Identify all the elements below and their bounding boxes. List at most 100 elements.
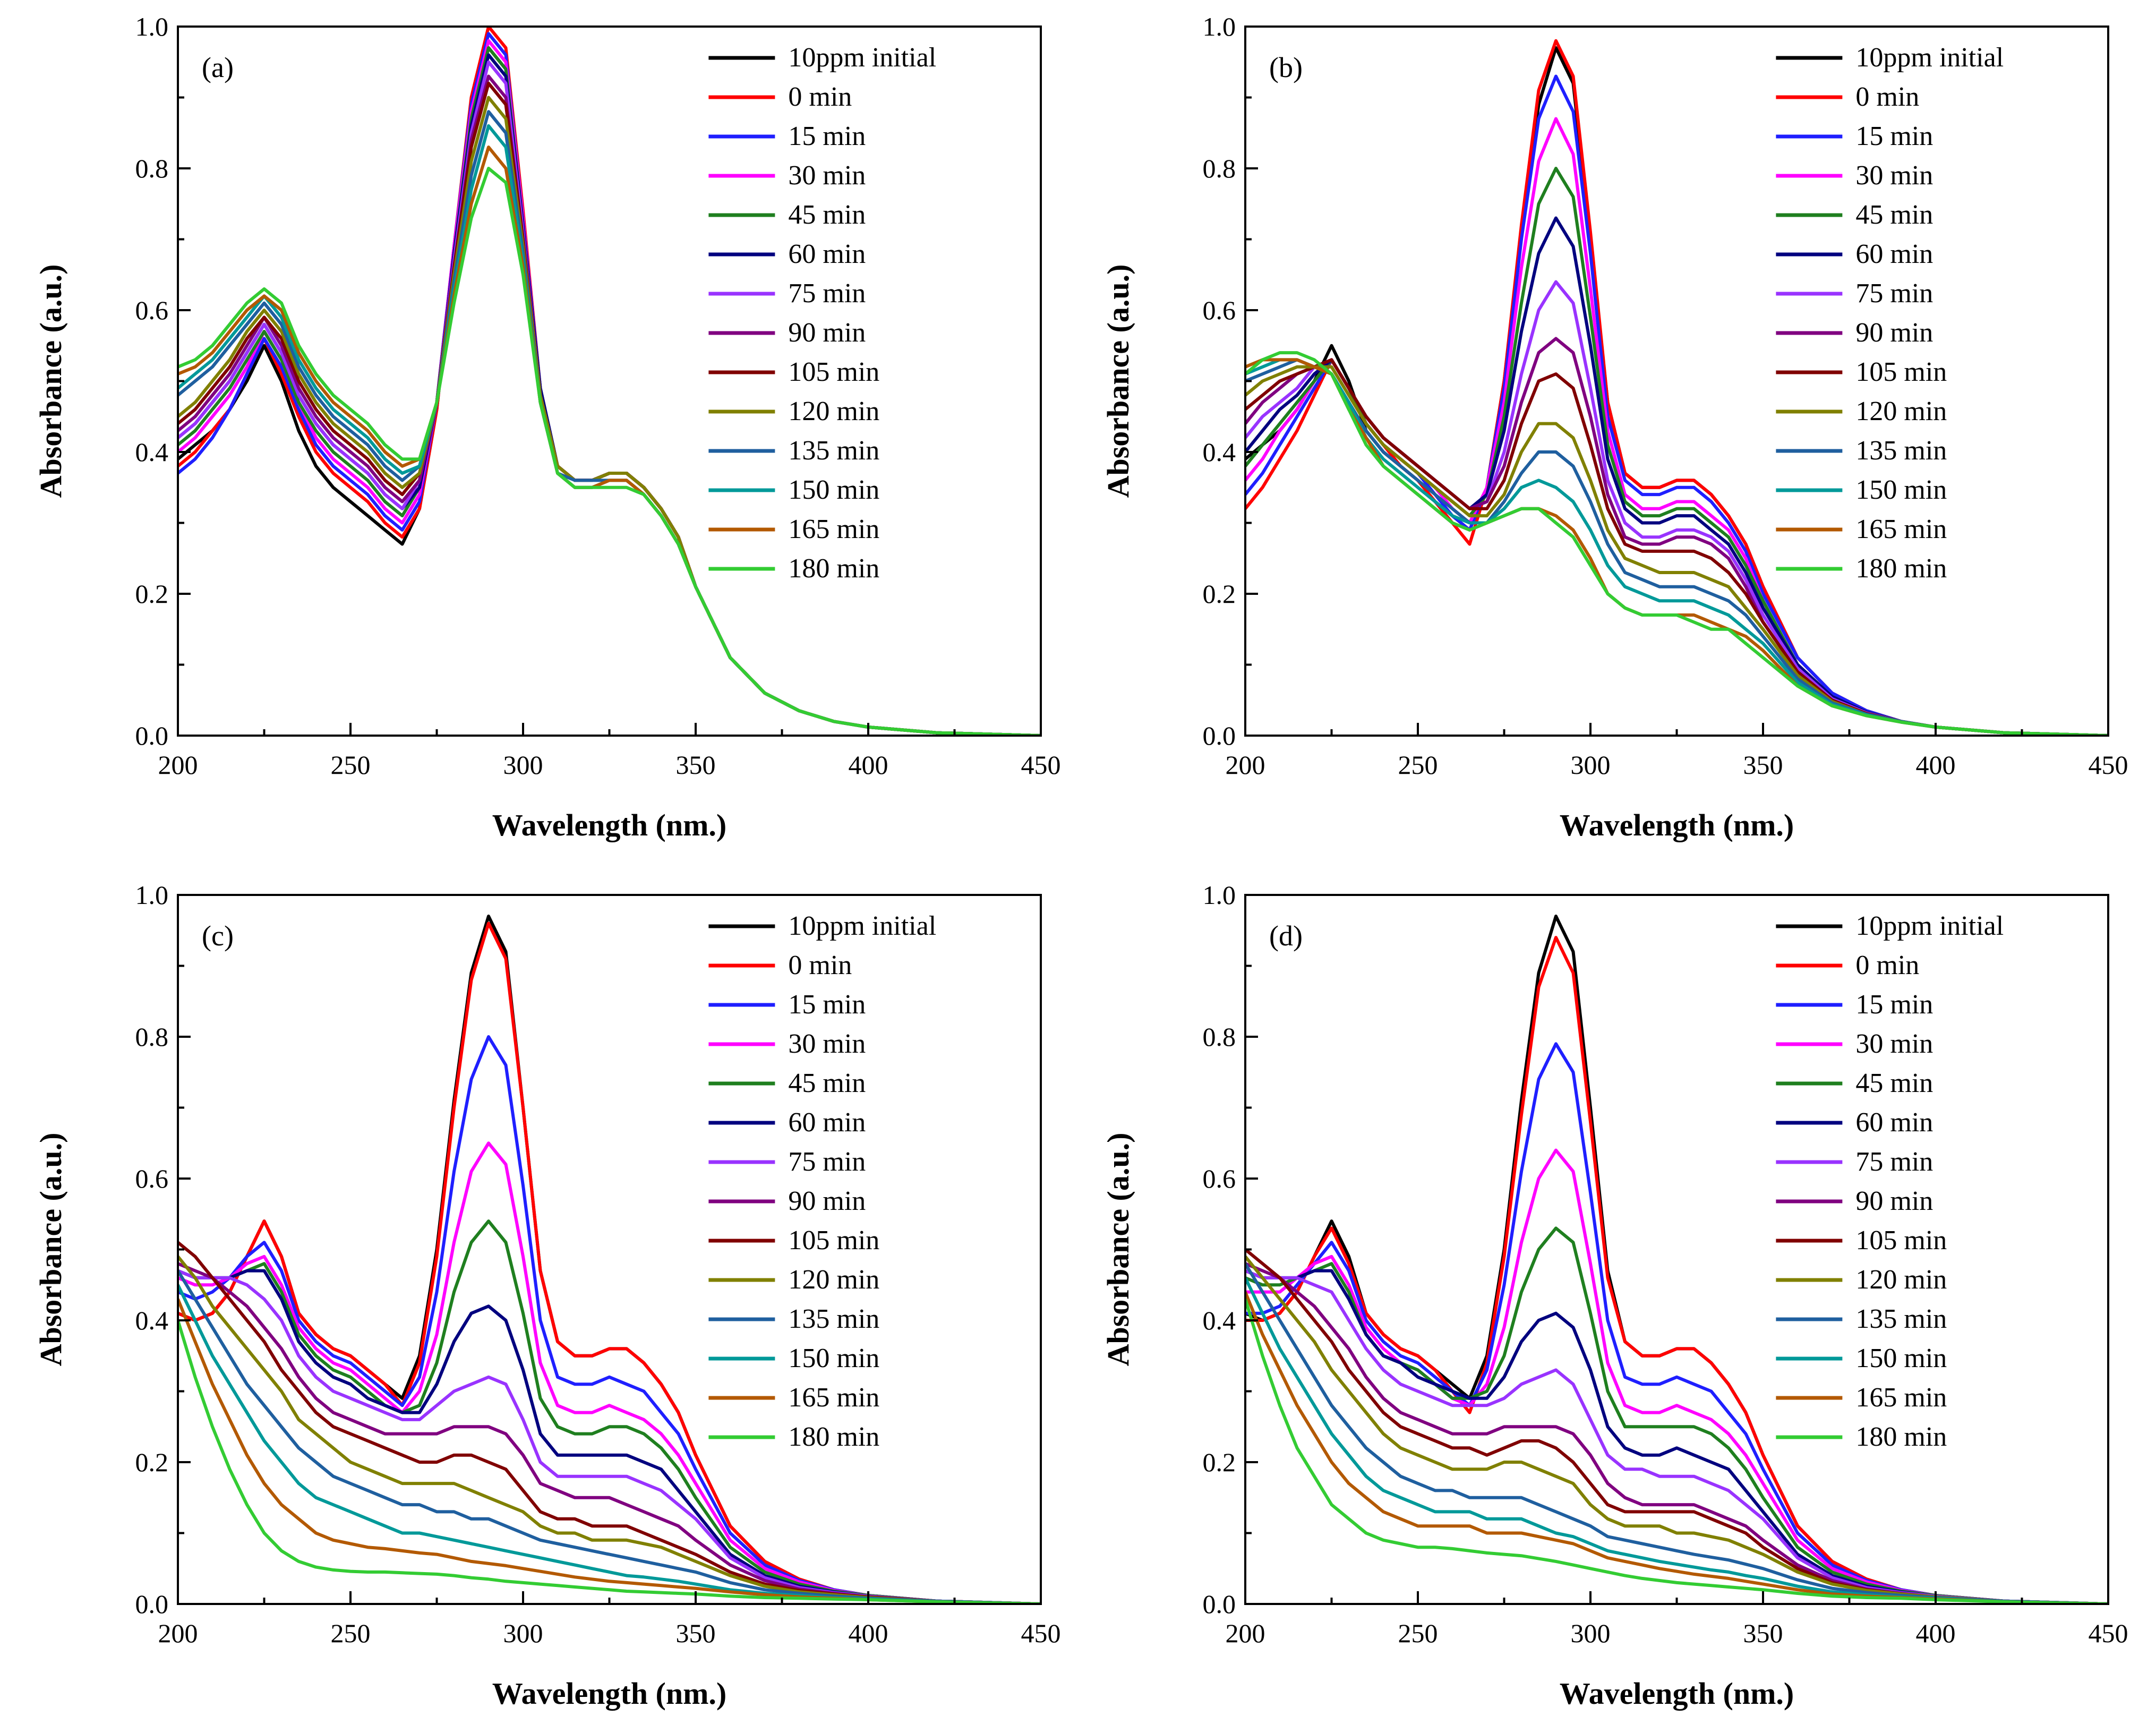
x-tick-label: 450 [1021,1618,1061,1648]
x-axis-title: Wavelength (nm.) [492,1676,726,1711]
series-line-7 [178,60,1041,736]
y-tick-label: 0.2 [135,579,169,609]
legend-label-5: 45 min [788,200,866,230]
y-axis-title: Absorbance (a.u.) [1101,1133,1135,1367]
legend-label-5: 45 min [1855,200,1933,230]
legend: 10ppm initial 0 min 15 min 30 min 45 min 60 m… [1776,911,2004,1452]
x-tick-label: 300 [1571,750,1611,780]
panel-label: (c) [202,920,234,952]
legend-label-7: 75 min [788,278,866,309]
legend-label-1: 10ppm initial [788,911,936,941]
series-line-12 [1245,1277,2108,1604]
x-tick-label: 300 [503,1618,543,1648]
y-tick-label: 1.0 [135,12,169,41]
series-line-13 [178,146,1041,736]
x-tick-label: 350 [676,1618,716,1648]
legend-label-8: 90 min [788,318,866,348]
panel-label: (a) [202,52,234,83]
legend-label-8: 90 min [788,1186,866,1216]
series-line-10 [1245,1255,2108,1604]
y-tick-label: 0.6 [1203,295,1236,325]
legend-label-14: 180 min [788,1422,879,1452]
legend-label-5: 45 min [1855,1068,1933,1098]
legend-label-11: 135 min [788,436,879,466]
series-line-1 [1245,915,2108,1604]
legend-label-6: 60 min [788,1107,866,1138]
series-line-12 [178,1284,1041,1604]
y-tick-label: 0.4 [1203,1305,1236,1335]
legend-label-12: 150 min [1855,475,1947,505]
series-line-7 [1245,1269,2108,1604]
series-line-14 [1245,1299,2108,1604]
legend-label-12: 150 min [788,475,879,505]
legend-label-13: 165 min [1855,514,1947,544]
series-line-5 [178,1219,1041,1604]
x-tick-label: 300 [503,750,543,780]
series-line-3 [178,1035,1041,1604]
legend-label-10: 120 min [1855,396,1947,426]
series-line-8 [178,1262,1041,1604]
legend-label-12: 150 min [1855,1343,1947,1373]
legend-label-14: 180 min [1855,553,1947,584]
y-tick-label: 0.6 [135,295,169,325]
legend-label-2: 0 min [788,950,852,980]
series-line-2 [178,921,1041,1604]
chart-panel-4: 200 250 300 350 400 450 0.0 0.2 0.4 0.6 0.8 1.0 Wave… [1101,880,2128,1711]
legend-label-11: 135 min [788,1304,879,1334]
y-axis-title: Absorbance (a.u.) [33,264,68,498]
legend-label-13: 165 min [788,514,879,544]
legend-label-11: 135 min [1855,1304,1947,1334]
series-line-1 [178,46,1041,736]
series-line-4 [178,1141,1041,1604]
series-line-6 [178,1269,1041,1604]
series-line-13 [1245,358,2108,736]
y-tick-label: 1.0 [1203,12,1236,41]
x-tick-label: 250 [1398,1618,1438,1648]
series-line-1 [1245,46,2108,736]
x-tick-label: 200 [1226,750,1265,780]
legend-label-4: 30 min [788,1029,866,1059]
chart-panel-1: 200 250 300 350 400 450 0.0 0.2 0.4 0.6 0.8 1.0 Wave… [33,12,1061,842]
legend-label-5: 45 min [788,1068,866,1098]
chart-panel-3: 200 250 300 350 400 450 0.0 0.2 0.4 0.6 0.8 1.0 Wave… [33,880,1061,1711]
series-line-5 [1245,1226,2108,1604]
legend-label-6: 60 min [788,239,866,269]
y-tick-label: 0.6 [135,1164,169,1193]
series-line-12 [1245,358,2108,736]
x-tick-label: 450 [2089,750,2128,780]
series-line-6 [1245,1269,2108,1604]
x-tick-label: 450 [2089,1618,2128,1648]
series-group [178,27,1041,736]
series-line-13 [1245,1291,2108,1604]
legend-label-13: 165 min [788,1382,879,1413]
x-tick-label: 450 [1021,750,1061,780]
series-line-9 [1245,358,2108,736]
legend-label-3: 15 min [788,121,866,151]
series-line-9 [1245,1248,2108,1604]
legend-label-11: 135 min [1855,436,1947,466]
plot-frame [1244,25,2109,737]
legend-label-2: 0 min [1855,82,1919,112]
chart-panel-2: 200 250 300 350 400 450 0.0 0.2 0.4 0.6 0.8 1.0 Wave… [1101,12,2128,842]
x-tick-label: 200 [158,1618,198,1648]
series-line-2 [1245,936,2108,1604]
legend-label-3: 15 min [788,989,866,1020]
x-axis-title: Wavelength (nm.) [1560,1676,1794,1711]
y-tick-label: 1.0 [135,880,169,910]
y-tick-label: 0.0 [1203,1589,1236,1619]
legend-label-4: 30 min [788,160,866,191]
series-group [1245,39,2108,736]
y-tick-label: 0.0 [135,1589,169,1619]
y-tick-label: 0.0 [135,721,169,750]
x-tick-label: 400 [1916,1618,1956,1648]
x-axis-title: Wavelength (nm.) [1560,808,1794,842]
legend-label-7: 75 min [1855,278,1933,309]
series-line-7 [178,1269,1041,1604]
series-line-4 [1245,1148,2108,1604]
legend-label-9: 105 min [1855,357,1947,387]
y-tick-label: 0.4 [135,1305,169,1335]
series-line-14 [1245,351,2108,736]
legend: 10ppm initial 0 min 15 min 30 min 45 min 60 m… [708,911,936,1452]
x-tick-label: 250 [331,1618,371,1648]
